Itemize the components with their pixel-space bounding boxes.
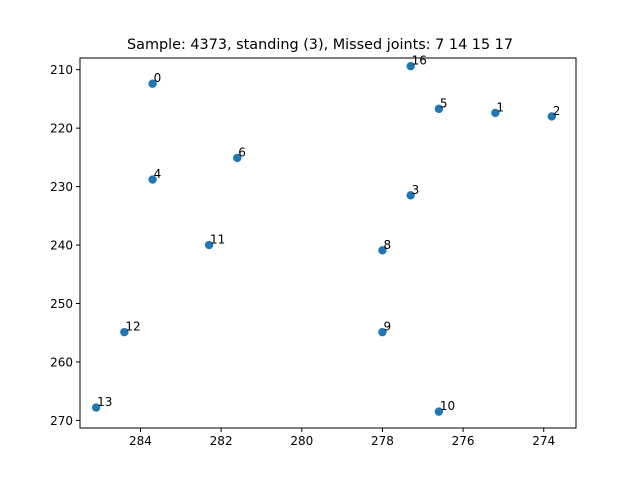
point-label: 4 — [154, 167, 162, 181]
point-label: 2 — [553, 104, 561, 118]
x-tick-label: 276 — [452, 434, 475, 448]
y-tick-label: 240 — [50, 239, 73, 253]
x-tick-label: 274 — [532, 434, 555, 448]
point-label: 10 — [440, 399, 455, 413]
y-tick-label: 270 — [50, 414, 73, 428]
y-tick-label: 230 — [50, 180, 73, 194]
data-point — [233, 153, 242, 163]
data-point — [120, 327, 129, 337]
data-point — [547, 112, 557, 121]
point-label: 9 — [383, 320, 391, 334]
data-point — [406, 191, 415, 200]
y-tick-label: 260 — [50, 355, 73, 369]
point-label: 1 — [496, 100, 504, 114]
y-tick-label: 220 — [50, 122, 73, 136]
point-label: 0 — [154, 71, 162, 85]
data-point — [491, 108, 500, 118]
data-point — [91, 403, 101, 412]
data-point — [148, 175, 157, 184]
point-label: 3 — [412, 183, 420, 197]
point-label: 6 — [238, 145, 246, 159]
data-point — [148, 79, 157, 88]
chart-title: Sample: 4373, standing (3), Missed joint… — [127, 37, 513, 53]
y-tick-label: 210 — [50, 63, 73, 77]
axis-ticks: 284 282 280 278 276 274 210 220 230 240 250 260 270 — [50, 63, 555, 448]
x-tick-label: 280 — [290, 434, 313, 448]
point-label: 13 — [97, 395, 112, 409]
point-label: 5 — [440, 96, 448, 110]
data-point — [378, 246, 387, 255]
x-tick-label: 282 — [210, 434, 233, 448]
x-tick-label: 284 — [129, 434, 152, 448]
data-point — [434, 407, 444, 416]
data-point — [378, 327, 387, 337]
data-point — [406, 61, 415, 71]
point-label: 8 — [383, 238, 391, 252]
point-label: 16 — [412, 54, 427, 68]
y-tick-label: 250 — [50, 297, 73, 311]
point-label: 12 — [125, 320, 140, 334]
data-point — [434, 104, 444, 114]
x-tick-label: 278 — [371, 434, 394, 448]
plot-frame — [79, 57, 577, 429]
data-points — [91, 61, 557, 416]
point-label: 11 — [210, 233, 225, 247]
data-point — [204, 240, 214, 250]
